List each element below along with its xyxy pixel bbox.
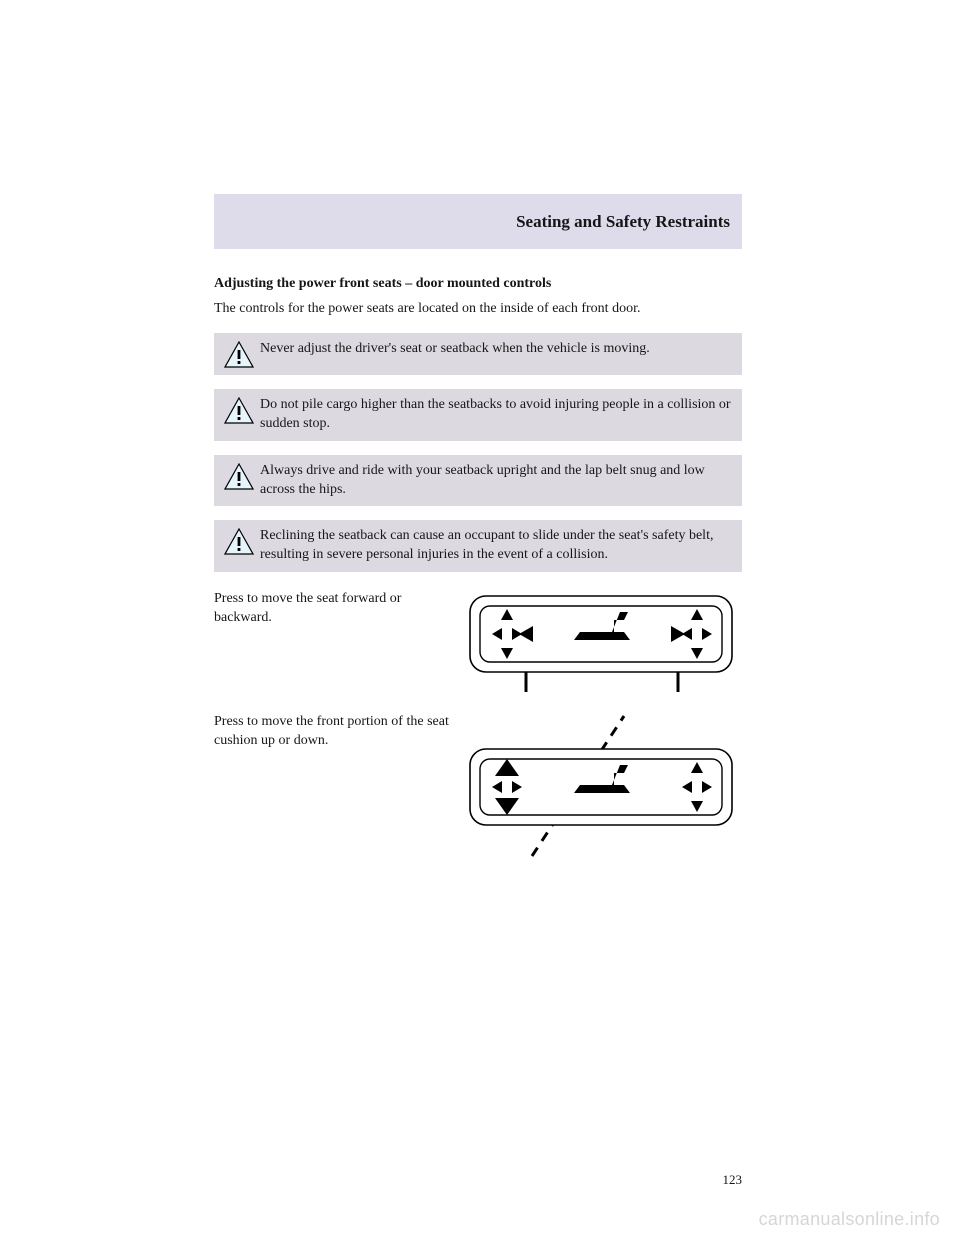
control-figure-forward-backward [462,590,742,703]
warning-box: Reclining the seatback can cause an occu… [214,520,742,572]
warning-box: Never adjust the driver's seat or seatba… [214,333,742,375]
warning-text: Reclining the seatback can cause an occu… [260,528,713,562]
warning-text: Do not pile cargo higher than the seatba… [260,397,731,431]
warning-text: Always drive and ride with your seatback… [260,463,705,497]
instruction-row: Press to move the seat forward or backwa… [214,590,742,703]
warning-icon [224,528,254,555]
chapter-banner: Seating and Safety Restraints [214,194,742,249]
warning-icon [224,463,254,490]
instruction-text: Press to move the front portion of the s… [214,713,462,751]
warning-box: Always drive and ride with your seatback… [214,455,742,507]
control-figure-front-cushion [462,713,742,868]
chapter-title: Seating and Safety Restraints [516,212,730,231]
intro-paragraph: The controls for the power seats are loc… [214,300,742,319]
warning-icon [224,397,254,424]
page-number: 123 [723,1172,743,1188]
warning-text: Never adjust the driver's seat or seatba… [260,341,650,356]
warning-icon [224,341,254,368]
instruction-row: Press to move the front portion of the s… [214,713,742,868]
section-subheading: Adjusting the power front seats – door m… [214,276,742,292]
warning-box: Do not pile cargo higher than the seatba… [214,389,742,441]
instruction-text: Press to move the seat forward or backwa… [214,590,462,628]
watermark: carmanualsonline.info [759,1209,940,1230]
